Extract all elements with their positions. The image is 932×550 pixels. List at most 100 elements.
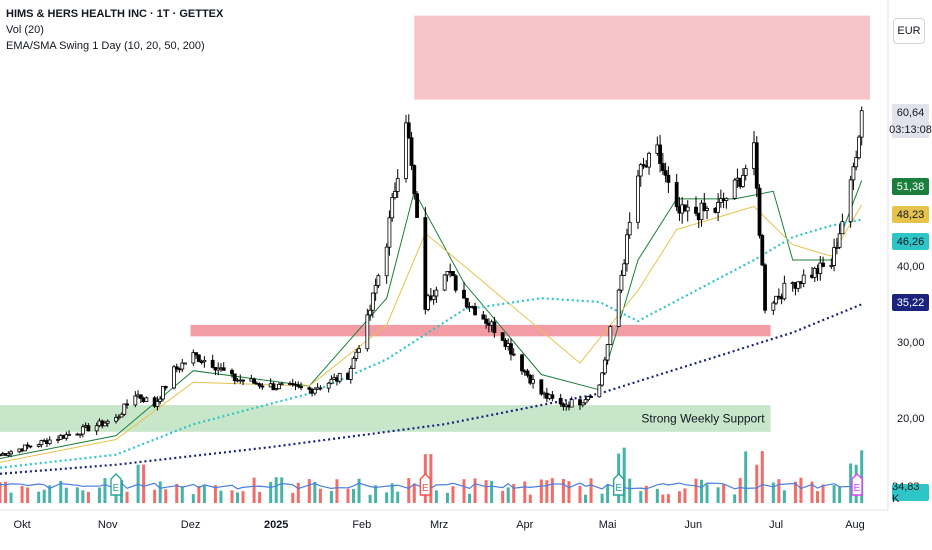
volume-bar [550,478,554,503]
volume-bar [860,450,864,503]
candle-body [520,354,524,372]
candle-body [232,373,237,382]
candle-body [647,152,651,168]
volume-bar [307,479,311,503]
earnings-marker: E [419,473,432,496]
volume-bar [738,478,742,503]
volume-bar [103,478,107,503]
candle-body [622,263,627,276]
candle-body [395,178,400,192]
volume-bar [484,480,488,503]
volume-bar [213,485,217,503]
symbol-title[interactable]: HIMS & HERS HEALTH INC · 1T · GETTEX [6,8,224,20]
earnings-badge [612,473,625,496]
currency-button[interactable]: EUR [893,18,925,44]
candle-body [757,187,762,236]
volume-bar [352,489,356,503]
volume-bar [490,480,494,503]
volume-bar [838,486,842,503]
candle-body [848,179,853,223]
time-tick-label: Jul [769,519,784,531]
candle-body [47,439,52,445]
earnings-label: E [615,483,622,494]
volume-bar [175,483,179,503]
volume-bar [468,493,472,503]
candle-body [390,197,395,219]
volume-bar [528,494,532,503]
candle-body [451,271,455,277]
candle-body [840,221,845,235]
candle-body [473,306,477,316]
candle-body [158,398,163,402]
candle-body [80,426,85,435]
volume-bar [318,488,322,503]
candle-body [406,122,411,139]
candle-body [509,343,513,355]
volume-bar [445,492,449,503]
candle-body [716,202,720,213]
candle-body [387,217,392,248]
candle-body [837,233,842,248]
volume-bar [153,489,157,503]
volume-bar [180,486,184,503]
volume-bar [771,482,775,503]
candle-body [78,433,82,436]
candle-body [326,382,331,389]
countdown-tag: 03:13:08 [889,121,932,138]
volume-bar [269,481,273,503]
candle-body [743,168,748,176]
candle-body [605,344,610,361]
time-tick-label: Nov [97,519,118,531]
candle-body [821,262,825,267]
candle-body [86,425,91,432]
earnings-label: E [854,483,861,494]
earnings-label: E [422,483,429,494]
time-tick-label: Feb [352,519,372,531]
candle-body [6,453,11,456]
candle-body [500,332,505,341]
candle-body [550,394,555,399]
volume-bar [434,490,438,503]
candle-body [589,396,593,398]
volume-bar [396,491,400,503]
candle-body [636,175,640,223]
time-tick-label: Aug [845,519,865,531]
time-tick-label: Apr [516,519,534,531]
candle-body [434,289,439,297]
volume-bar [561,478,565,503]
candle-body [619,274,624,291]
volume-bar [368,494,372,503]
volume-bar [202,485,206,503]
candle-body [36,444,41,447]
candle-body [144,397,149,402]
candle-body [28,445,33,448]
candle-body [666,174,671,183]
candle-body [834,246,839,249]
volume-bar [799,477,803,503]
candle-body [583,399,588,404]
resistance-zone [414,15,870,100]
volume-bar [9,492,13,503]
candle-body [464,297,469,308]
volume-bar [655,488,659,503]
time-tick-label: Mai [598,519,617,531]
volume-bar [622,447,626,503]
volume-bar [666,494,670,503]
support-zone [0,405,771,432]
volume-bar [407,478,411,503]
candle-body [685,206,690,212]
candle-body [600,372,604,386]
candle-body [348,367,353,380]
volume-bar [385,492,389,503]
zone-label: Strong Weekly Support [641,411,765,425]
volume-bar [816,491,820,503]
candle-body [39,440,44,446]
candle-body [627,221,632,236]
candle-body [94,425,99,432]
volume-indicator-label[interactable]: Vol (20) [6,24,44,36]
candle-body [694,206,698,214]
volume-bar [230,490,234,503]
ema-sma-indicator-label[interactable]: EMA/SMA Swing 1 Day (10, 20, 50, 200) [6,40,205,52]
candle-body [329,378,334,384]
